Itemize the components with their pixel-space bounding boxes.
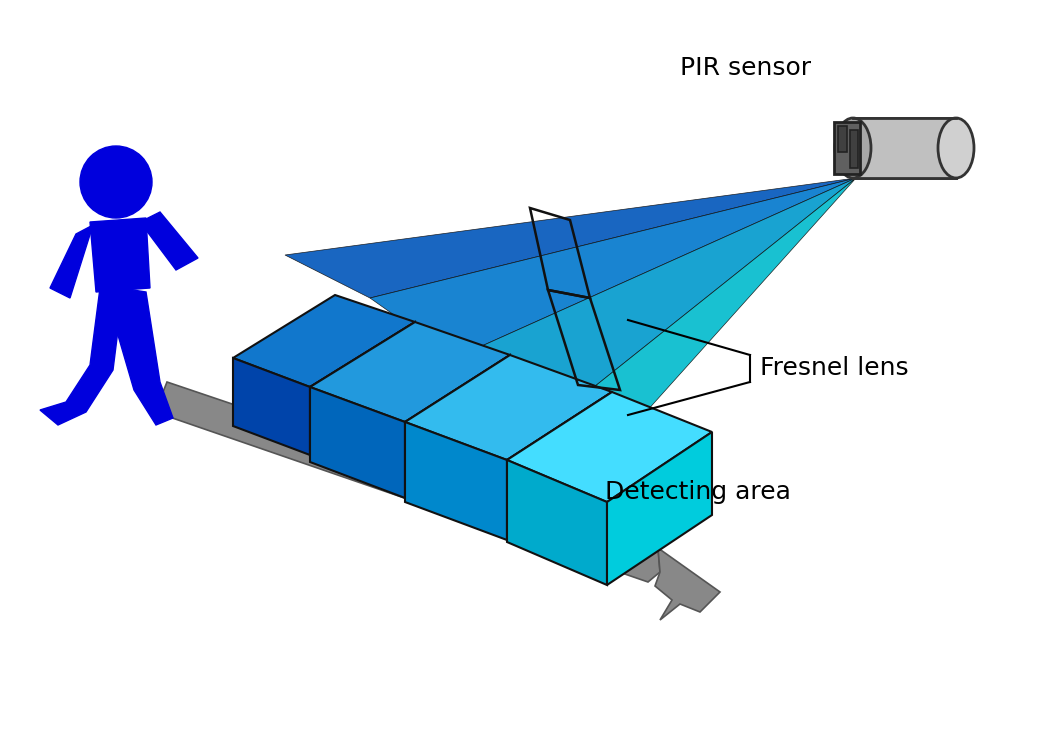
Polygon shape <box>233 358 310 455</box>
Polygon shape <box>655 548 720 620</box>
Polygon shape <box>850 130 858 168</box>
Polygon shape <box>405 355 612 460</box>
Text: PIR sensor: PIR sensor <box>680 56 811 80</box>
Circle shape <box>80 146 152 218</box>
Polygon shape <box>285 178 856 298</box>
Polygon shape <box>507 392 712 502</box>
Polygon shape <box>507 460 607 585</box>
Polygon shape <box>155 382 660 582</box>
Polygon shape <box>140 212 198 270</box>
Polygon shape <box>106 288 173 425</box>
Polygon shape <box>405 422 507 540</box>
Polygon shape <box>310 322 510 422</box>
Polygon shape <box>507 392 612 540</box>
Polygon shape <box>834 122 860 174</box>
Polygon shape <box>405 355 510 498</box>
Text: Detecting area: Detecting area <box>605 480 791 504</box>
Text: Fresnel lens: Fresnel lens <box>760 356 908 380</box>
Polygon shape <box>853 118 956 178</box>
Polygon shape <box>530 178 856 530</box>
Polygon shape <box>90 218 150 292</box>
Polygon shape <box>607 432 712 585</box>
Polygon shape <box>310 387 405 498</box>
Polygon shape <box>233 295 415 387</box>
Polygon shape <box>310 322 415 455</box>
Ellipse shape <box>835 118 871 178</box>
Ellipse shape <box>938 118 974 178</box>
Polygon shape <box>455 178 856 438</box>
Polygon shape <box>40 288 123 425</box>
Polygon shape <box>838 126 847 152</box>
Polygon shape <box>853 118 956 178</box>
Polygon shape <box>370 178 856 358</box>
Polygon shape <box>50 225 93 298</box>
